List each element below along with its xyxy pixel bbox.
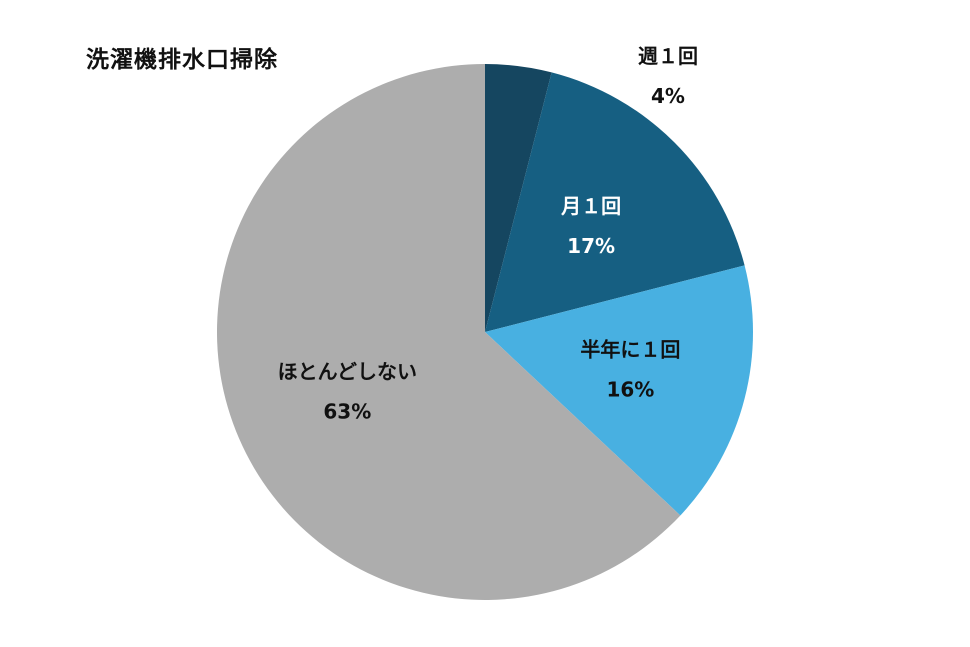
slice-label-2: 月１回 [560,194,621,218]
slice-label-4: ほとんどしない [278,360,417,384]
slice-value-label-3: 16% [606,377,654,401]
pie-slice-1 [485,64,552,332]
slice-label-3: 半年に１回 [580,337,680,361]
slice-value-label-1: 4% [651,84,685,108]
slice-label-1: 週１回 [638,44,698,68]
chart-title: 洗濯機排水口掃除 [86,47,278,73]
pie-slice-3 [485,265,753,516]
pie-slice-4 [216,64,681,601]
pie-slices [216,64,753,601]
pie-slice-2 [485,72,745,333]
slice-value-label-2: 17% [567,234,615,258]
pie-labels: 週１回 4% 月１回 17% 半年に１回 16% ほとんどしない 63% [278,44,698,424]
slice-value-label-4: 63% [323,400,371,424]
